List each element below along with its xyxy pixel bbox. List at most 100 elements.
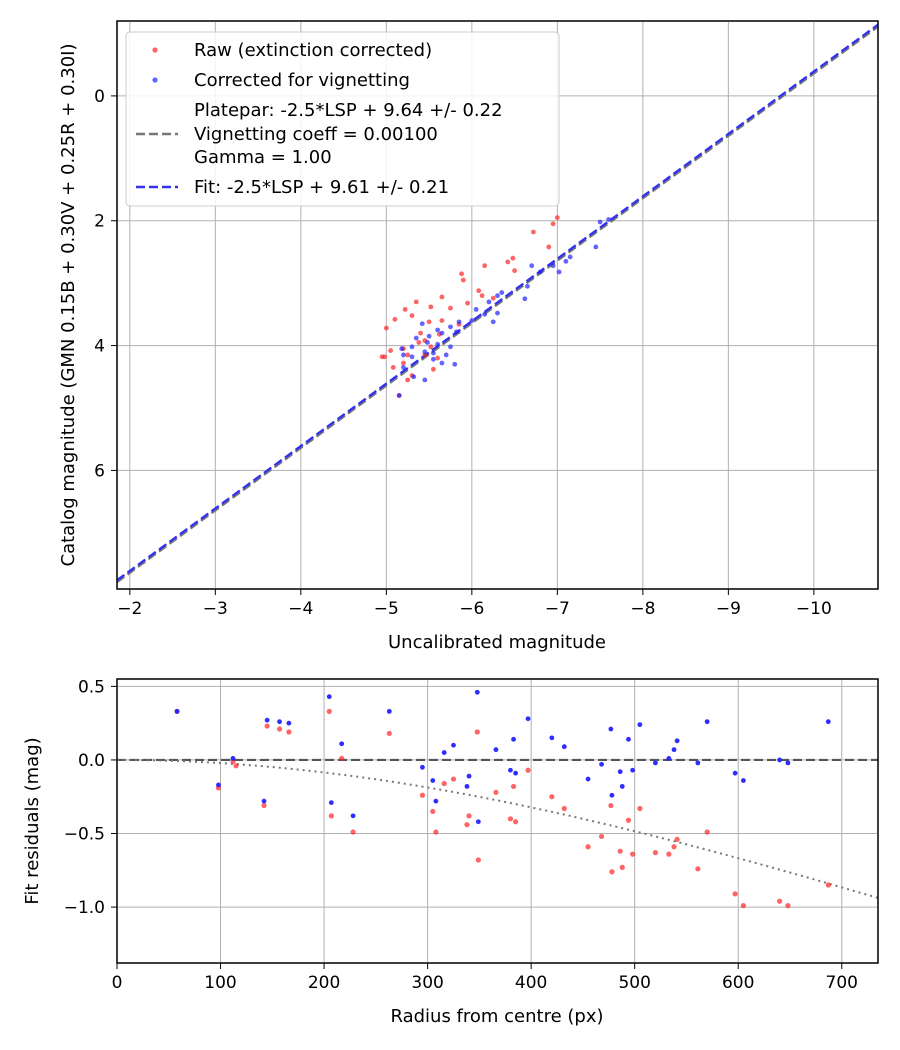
calibration-x-tick-label: −9 [716, 599, 741, 619]
raw-residual-point [441, 780, 447, 787]
raw-residual-point [464, 822, 470, 828]
raw-point [383, 325, 389, 331]
residuals-y-tick-label: 0.0 [78, 751, 105, 771]
corrected-point [567, 254, 573, 260]
legend-box [125, 31, 560, 207]
raw-residual-point [671, 844, 677, 850]
corrected-residual-point [493, 747, 499, 753]
residuals-x-tick-label: 0 [112, 973, 123, 993]
raw-residual-point [549, 794, 555, 800]
raw-point [439, 318, 445, 324]
raw-residual-point [585, 844, 591, 850]
raw-point [428, 304, 434, 310]
corrected-point [495, 310, 500, 316]
corrected-residual-point [230, 756, 236, 761]
corrected-point [448, 344, 453, 350]
corrected-residual-point [652, 760, 658, 766]
raw-point [428, 344, 434, 350]
corrected-point [499, 290, 505, 295]
residuals-points [174, 689, 831, 909]
corrected-point [448, 324, 453, 330]
corrected-point [452, 361, 458, 367]
raw-point [490, 295, 496, 301]
legend-vignetting-label: Vignetting coeff = 0.00100 [194, 124, 438, 145]
corrected-point [454, 329, 459, 335]
calibration-y-tick-label: 2 [94, 212, 105, 232]
calibration-plot: −2 −3 −4 −5 −6 −7 −8 −9 −10 0 2 4 6 Uncalibrated ma… [58, 20, 879, 653]
residuals-x-tick-label: 200 [308, 973, 340, 993]
calibration-plot-frame [116, 20, 879, 590]
raw-residual-point [609, 869, 615, 875]
corrected-residual-point [216, 782, 221, 788]
raw-residual-point [666, 851, 672, 857]
raw-point [418, 330, 423, 336]
raw-point [460, 277, 466, 283]
corrected-residual-point [704, 719, 710, 725]
corrected-point [537, 269, 543, 275]
corrected-residual-point [386, 708, 392, 714]
raw-residual-point [430, 808, 436, 815]
raw-point [505, 259, 511, 265]
legend-corrected-label: Corrected for vignetting [194, 70, 410, 91]
raw-point [405, 352, 411, 358]
corrected-residual-point [475, 819, 481, 825]
corrected-point [435, 341, 441, 347]
corrected-residual-point [608, 726, 614, 732]
calibration-x-tick-label: −7 [545, 599, 570, 619]
raw-point [401, 360, 406, 366]
raw-point [510, 255, 516, 261]
corrected-residual-point [666, 756, 672, 761]
raw-residual-point [475, 857, 481, 863]
corrected-residual-point [264, 717, 270, 723]
residuals-x-tick-label: 100 [204, 973, 236, 993]
raw-residual-point [510, 783, 517, 790]
raw-point [554, 215, 560, 221]
raw-point [448, 305, 453, 311]
corrected-point [426, 333, 432, 339]
corrected-residual-point [619, 784, 625, 789]
calibration-y-tick-label: 4 [94, 337, 105, 357]
calibration-x-tick-label: −3 [203, 599, 228, 619]
corrected-point [409, 344, 415, 350]
raw-residual-point [474, 729, 480, 735]
corrected-residual-point [430, 778, 436, 783]
corrected-residual-point [441, 750, 447, 755]
raw-residual-point [740, 903, 747, 909]
residuals-x-tick-label: 700 [826, 973, 858, 993]
calibration-x-tick-label: −5 [374, 599, 399, 619]
residuals-x-tick-label: 500 [618, 973, 650, 993]
raw-residual-point [326, 708, 332, 714]
corrected-point [597, 219, 603, 225]
raw-residual-point [732, 891, 738, 897]
corrected-point [593, 244, 599, 250]
raw-residual-point [507, 816, 514, 822]
corrected-point [409, 354, 415, 360]
residuals-y-ticks: 0.5 0.0 −0.5 −1.0 [64, 677, 117, 918]
corrected-residual-point [674, 738, 680, 744]
raw-residual-point [339, 755, 345, 762]
corrected-residual-point [626, 736, 631, 742]
raw-residual-point [264, 723, 270, 729]
raw-residual-point [466, 813, 472, 819]
corrected-residual-point [433, 798, 439, 804]
corrected-residual-point [741, 778, 746, 783]
corrected-point [435, 327, 441, 333]
raw-point [546, 244, 552, 250]
corrected-residual-point [277, 719, 282, 725]
raw-point [550, 221, 556, 227]
raw-residual-point [608, 802, 614, 809]
legend-raw-marker [152, 47, 158, 53]
corrected-residual-point [451, 742, 456, 748]
corrected-residual-point [508, 767, 513, 773]
raw-residual-point [777, 898, 783, 904]
legend-raw-label: Raw (extinction corrected) [194, 40, 432, 61]
corrected-point [430, 350, 436, 356]
raw-residual-point [286, 729, 292, 735]
raw-residual-point [328, 813, 334, 819]
raw-point [392, 316, 398, 322]
corrected-point [401, 365, 406, 370]
corrected-residual-point [695, 760, 701, 766]
corrected-point [456, 319, 462, 325]
corrected-point [399, 346, 405, 352]
